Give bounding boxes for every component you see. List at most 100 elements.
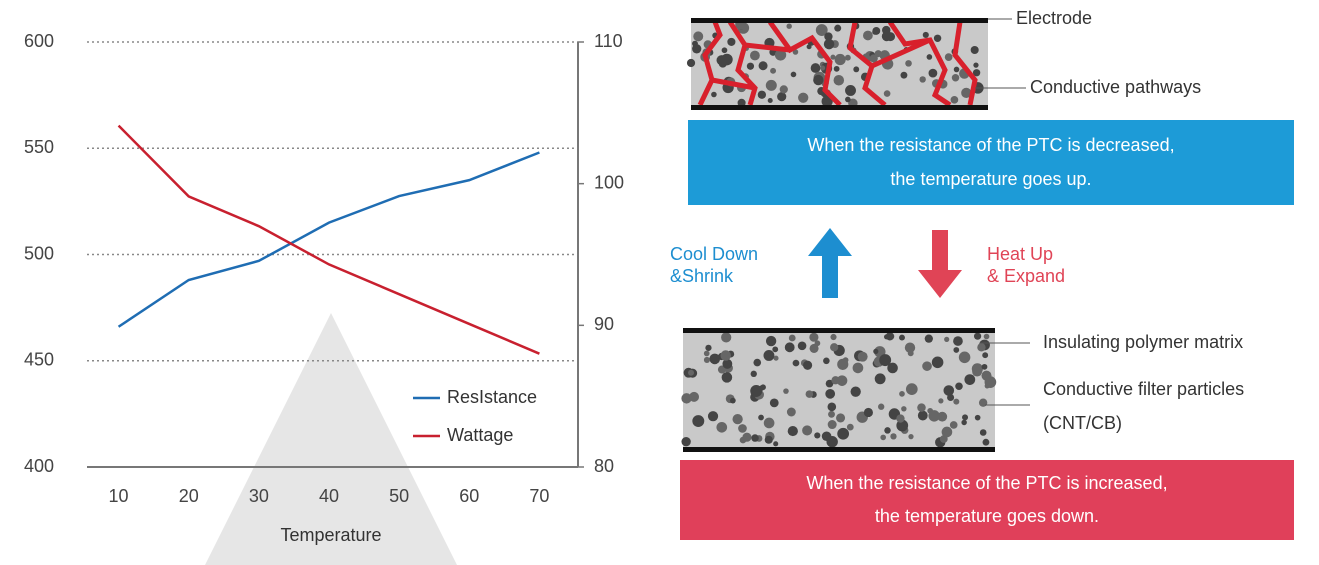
y-tick-label: 450 <box>24 350 54 370</box>
particle <box>765 79 777 91</box>
background-triangle <box>205 313 457 565</box>
particle <box>727 37 736 46</box>
particle <box>825 388 836 399</box>
particle <box>783 388 789 394</box>
particle <box>703 350 710 357</box>
particle <box>772 346 779 353</box>
particle <box>769 398 779 408</box>
particle <box>806 44 812 50</box>
label: (CNT/CB) <box>1043 413 1122 433</box>
box-text: When the resistance of the PTC is decrea… <box>807 135 1174 155</box>
particle <box>770 67 777 74</box>
label: &Shrink <box>670 266 734 286</box>
particle <box>787 425 798 437</box>
particle <box>874 50 882 58</box>
particle <box>926 54 933 60</box>
particle <box>844 54 851 61</box>
particle <box>872 29 878 35</box>
particle <box>949 421 958 429</box>
label: & Expand <box>987 266 1065 286</box>
particle <box>869 54 878 63</box>
y2-tick-label: 100 <box>594 172 624 192</box>
particle <box>850 386 861 397</box>
label: Conductive filter particles <box>1043 379 1244 399</box>
particle <box>821 431 832 442</box>
particle <box>900 71 908 79</box>
particle <box>751 434 759 442</box>
particle <box>836 375 848 386</box>
box-text: the temperature goes down. <box>875 506 1099 526</box>
particle <box>880 434 886 441</box>
chart: 400 450 500 550 600 80 90 100 110 10 20 30 40 50 60 70 R… <box>24 31 624 506</box>
particle <box>809 332 819 342</box>
particle <box>878 403 885 410</box>
particle <box>899 334 905 341</box>
particle <box>721 47 728 54</box>
particle <box>790 71 797 78</box>
particle <box>982 438 990 446</box>
particle <box>961 419 967 426</box>
particle <box>830 333 837 341</box>
y-tick-label: 550 <box>24 137 54 157</box>
particle <box>837 427 850 440</box>
particle <box>879 354 892 367</box>
info-box <box>680 460 1294 540</box>
particle <box>853 66 860 73</box>
particle <box>750 50 760 61</box>
particle <box>707 411 719 422</box>
particle <box>953 66 960 73</box>
particle <box>833 74 845 86</box>
particle <box>821 95 833 107</box>
particle <box>825 379 834 388</box>
particle <box>837 358 849 370</box>
electrode <box>683 328 995 333</box>
particle <box>814 340 821 347</box>
x-tick-label: 60 <box>459 486 479 506</box>
particles <box>681 332 997 448</box>
particle <box>937 411 948 422</box>
particle <box>933 34 942 42</box>
pathways <box>697 20 978 108</box>
particle <box>721 372 733 383</box>
particle <box>742 432 752 442</box>
particle <box>881 31 892 42</box>
up-arrow <box>808 228 852 298</box>
particle <box>908 434 914 440</box>
particle <box>802 425 813 436</box>
particle <box>944 53 953 61</box>
y2-tick-label: 80 <box>594 456 614 476</box>
particle <box>732 414 743 425</box>
particle <box>757 90 767 99</box>
particle <box>917 410 928 421</box>
particle <box>686 58 696 68</box>
particle <box>846 423 854 431</box>
particle <box>746 62 755 70</box>
particle <box>938 398 944 404</box>
particle <box>830 54 836 60</box>
particle <box>693 31 704 42</box>
particle <box>974 414 981 421</box>
y-tick-label: 500 <box>24 243 54 263</box>
x-tick-label: 20 <box>179 486 199 506</box>
particle <box>688 369 695 376</box>
x-tick-label: 40 <box>319 486 339 506</box>
particle <box>983 333 990 340</box>
particle <box>828 410 835 418</box>
label: Heat Up <box>987 244 1053 264</box>
label: Electrode <box>1016 8 1092 28</box>
particle <box>977 343 986 352</box>
particle <box>874 346 886 358</box>
particle <box>777 92 787 102</box>
y-tick-label: 600 <box>24 31 54 51</box>
particle <box>953 398 960 405</box>
particle <box>981 363 988 370</box>
down-arrow <box>918 230 962 298</box>
particle <box>978 398 988 407</box>
particle <box>961 87 972 98</box>
particle <box>922 31 929 39</box>
particle <box>955 382 963 391</box>
x-tick-label: 50 <box>389 486 409 506</box>
particle <box>845 96 851 103</box>
particle <box>834 24 842 32</box>
particle <box>815 24 828 36</box>
